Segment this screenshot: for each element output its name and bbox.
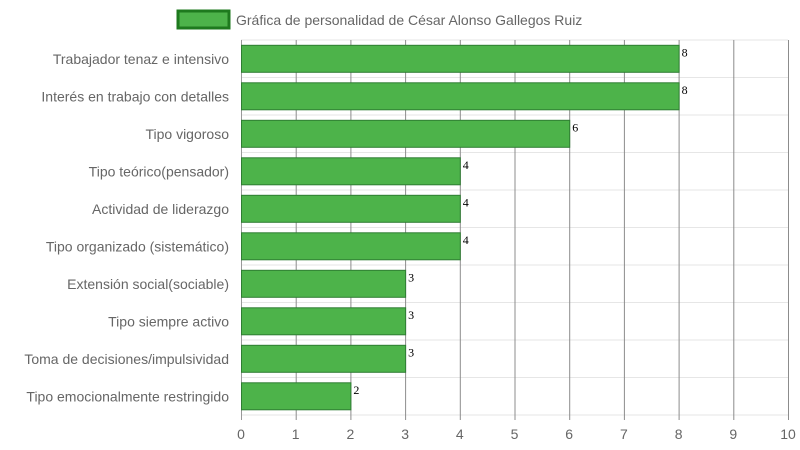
x-tick-label: 5 xyxy=(511,426,519,442)
category-label: Interés en trabajo con detalles xyxy=(41,88,229,104)
data-label: 3 xyxy=(408,270,414,284)
data-label: 8 xyxy=(682,45,688,59)
data-label: 6 xyxy=(572,120,578,134)
data-label: 4 xyxy=(463,195,469,209)
x-axis-ticks: 0 1 2 3 4 5 6 7 8 9 10 xyxy=(237,426,796,442)
data-label: 4 xyxy=(463,158,469,172)
legend-label[interactable]: Gráfica de personalidad de César Alonso … xyxy=(236,12,582,28)
category-label: Extensión social(sociable) xyxy=(67,276,229,292)
x-tick-label: 4 xyxy=(456,426,464,442)
legend[interactable]: Gráfica de personalidad de César Alonso … xyxy=(176,9,582,30)
x-tick-label: 1 xyxy=(292,426,300,442)
category-label: Tipo vigoroso xyxy=(145,126,229,142)
bar xyxy=(241,119,571,148)
x-tick-label: 9 xyxy=(729,426,737,442)
bar xyxy=(241,307,407,336)
x-tick-label: 10 xyxy=(780,426,796,442)
data-label: 3 xyxy=(408,308,414,322)
bar xyxy=(241,194,461,223)
bar xyxy=(241,344,407,373)
data-label: 4 xyxy=(463,233,469,247)
data-label: 2 xyxy=(353,383,359,397)
data-label: 3 xyxy=(408,345,414,359)
category-label: Actividad de liderazgo xyxy=(92,201,229,217)
category-label: Tipo teórico(pensador) xyxy=(89,163,229,179)
bar xyxy=(241,82,680,111)
legend-swatch[interactable] xyxy=(176,9,231,30)
x-tick-label: 7 xyxy=(620,426,628,442)
x-tick-label: 3 xyxy=(401,426,409,442)
data-label: 8 xyxy=(682,83,688,97)
bar xyxy=(241,232,461,261)
x-tick-label: 2 xyxy=(347,426,355,442)
category-label: Tipo organizado (sistemático) xyxy=(46,238,229,254)
bar xyxy=(241,157,461,186)
category-label: Tipo siempre activo xyxy=(108,313,229,329)
x-tick-label: 0 xyxy=(237,426,245,442)
bar xyxy=(241,382,352,411)
bar xyxy=(241,44,680,73)
bar xyxy=(241,269,407,298)
x-tick-label: 6 xyxy=(565,426,573,442)
category-label: Tipo emocionalmente restringido xyxy=(26,388,229,404)
category-label: Trabajador tenaz e intensivo xyxy=(53,51,229,67)
bars: Trabajador tenaz e intensivo 8 Interés en … xyxy=(24,44,688,411)
x-tick-label: 8 xyxy=(675,426,683,442)
category-label: Toma de decisiones/impulsividad xyxy=(24,351,229,367)
